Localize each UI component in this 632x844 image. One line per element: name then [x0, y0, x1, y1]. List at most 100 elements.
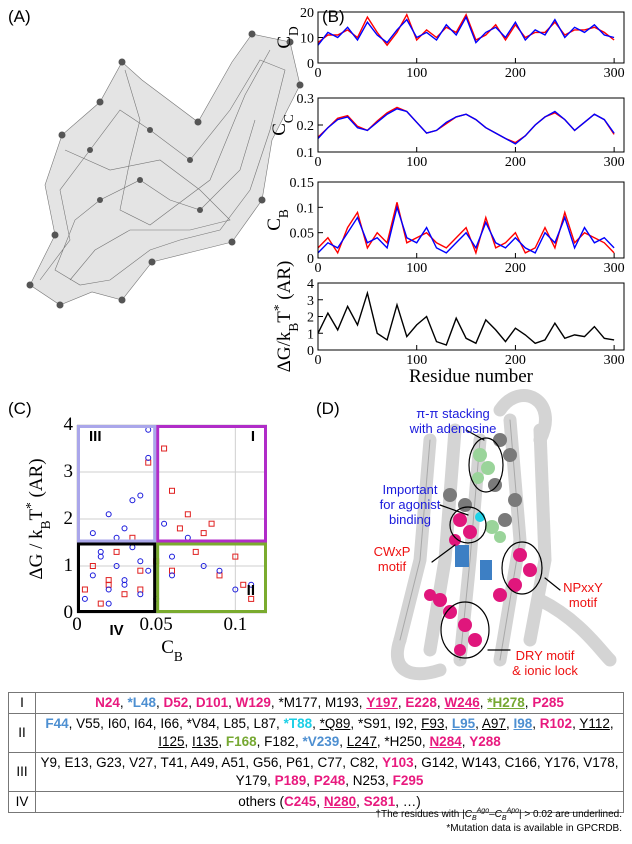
x-tick-label: 300 [604, 66, 625, 81]
annotation: DRY motif & ionic lock [512, 648, 578, 678]
y-axis-label: ΔG / kBT* (AR) [23, 458, 53, 579]
annotation: Important for agonist binding [380, 482, 441, 527]
scatter-point [121, 581, 128, 588]
separator: , [444, 716, 449, 731]
region-label: III [89, 428, 102, 445]
label-part: C [264, 218, 285, 231]
data-line [317, 204, 615, 254]
footnote-part: C [494, 809, 502, 820]
residue: I98 [513, 716, 533, 731]
residue: G56 [252, 755, 279, 770]
y-tick-label: 1 [307, 327, 314, 342]
scatter-point [89, 563, 96, 569]
label-part: B [276, 209, 291, 218]
residue: N253 [352, 773, 386, 788]
table-row: III Y9, E13, G23, V27, T41, A49, A51, G56… [8, 752, 624, 792]
residue: A97 [481, 716, 506, 731]
separator: , [68, 716, 73, 731]
scatter-point [169, 553, 175, 560]
table-row: II F44, V55, I60, I64, I66, *V84, L85, L8… [8, 713, 624, 753]
x-tick-label: 0 [72, 614, 82, 635]
scatter-point [129, 497, 136, 504]
x-axis-label: CB [161, 637, 183, 664]
region-box [77, 542, 157, 613]
residue: L95 [451, 716, 476, 731]
label-part: C [274, 36, 295, 49]
annotation-line: CWxP [374, 544, 411, 559]
y-tick-label: 3 [64, 461, 74, 482]
scatter-point [200, 563, 207, 569]
residue: I66 [160, 716, 180, 731]
separator: , [306, 773, 310, 788]
residue: C77 [317, 755, 343, 770]
scatter-point [208, 520, 215, 527]
annotation: CWxP motif [374, 544, 411, 574]
row-label: I [8, 692, 36, 714]
residue: F182 [264, 734, 295, 749]
row-label: III [8, 752, 36, 792]
separator: , [312, 716, 316, 731]
footnote-part: B [501, 815, 507, 822]
y-axis-label: ΔG/kBT* (AR) [271, 261, 301, 373]
residue: V178 [583, 755, 615, 770]
residue: D101 [195, 695, 229, 710]
residue: *Q89 [319, 716, 351, 731]
separator: , [218, 734, 223, 749]
y-tick-label: 0.1 [297, 201, 315, 216]
residue: C82 [349, 755, 375, 770]
region-box [156, 425, 268, 543]
footnote-part: B [471, 815, 477, 822]
residue: I92 [394, 716, 414, 731]
separator: , [345, 773, 350, 788]
region-box [156, 542, 268, 613]
footnote: †The residues with |CBAgo–CBApo| > 0.02 … [375, 808, 622, 822]
scatter-point [121, 525, 128, 532]
separator: , [316, 794, 321, 809]
x-tick-label: 200 [505, 353, 526, 368]
y-tick-label: 10 [300, 32, 314, 47]
y-tick-label: 0.05 [290, 227, 315, 242]
residue: *V239 [302, 734, 340, 749]
separator: , [214, 755, 219, 770]
separator: , [397, 695, 402, 710]
separator: , [421, 734, 426, 749]
footnote-part: C [464, 809, 472, 820]
residue: *H278 [487, 695, 525, 710]
region-label: I [251, 428, 255, 445]
table-row: IV others (C245, N280, S281, …) [8, 791, 624, 813]
separator: , [614, 755, 619, 770]
separator: , [376, 734, 381, 749]
residue: S281 [363, 794, 396, 809]
data-line [317, 290, 615, 346]
separator: , [497, 755, 501, 770]
separator: , [57, 755, 61, 770]
footnotes: †The residues with |CBAgo–CBApo| > 0.02 … [375, 808, 622, 836]
residue-table: I N24, *L48, D52, D101, W129, *M177, M193… [8, 692, 624, 813]
separator: , [121, 755, 126, 770]
data-line [317, 202, 615, 256]
scatter-point [192, 548, 199, 555]
separator: , [278, 755, 283, 770]
label-part: C [269, 123, 290, 136]
separator: , [310, 755, 314, 770]
separator: , [126, 716, 131, 731]
x-tick-label: 0 [315, 353, 322, 368]
residue: …) [402, 794, 421, 809]
separator: , [339, 734, 344, 749]
row-label: IV [8, 791, 36, 813]
residue: M193 [325, 695, 359, 710]
label-part: (AR) [274, 261, 295, 305]
scatter-point [169, 487, 175, 494]
scatter-point [232, 553, 239, 560]
separator: , [536, 755, 541, 770]
panel-label: (A) [8, 7, 31, 26]
residue: N284 [429, 734, 462, 749]
scatter-point [200, 530, 207, 537]
scatter-point [145, 567, 152, 574]
residue: *H250 [384, 734, 422, 749]
separator: , [350, 716, 355, 731]
residue: E228 [405, 695, 437, 710]
residue: Y176 [544, 755, 576, 770]
separator: , [342, 755, 347, 770]
